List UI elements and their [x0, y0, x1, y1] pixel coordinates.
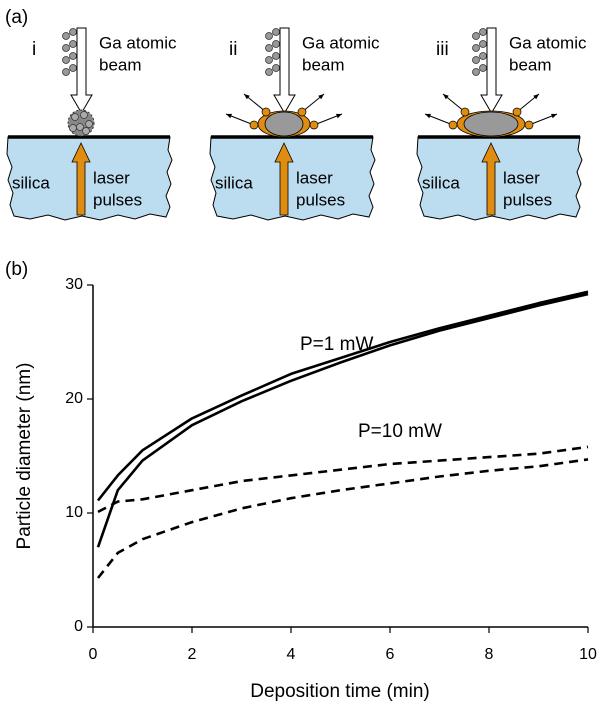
ga-atom: [472, 32, 480, 40]
arrowhead: [443, 94, 449, 100]
ga-atom: [62, 68, 70, 76]
annotation: P=10 mW: [358, 421, 442, 442]
cluster-atom: [80, 111, 88, 119]
laser-arrow: [481, 142, 501, 216]
cluster-atom: [82, 127, 90, 135]
beam-label: beam: [99, 55, 142, 74]
ga-atom: [69, 40, 77, 48]
ga-atom: [472, 44, 480, 52]
x-tick-label: 6: [386, 646, 395, 663]
laser-label: pulses: [93, 190, 142, 209]
beam-label: Ga atomic: [509, 33, 587, 52]
laser-arrow: [71, 142, 91, 216]
x-axis-label: Deposition time (min): [250, 681, 430, 702]
silica-substrate: [6, 136, 173, 221]
ga-atom: [479, 52, 487, 60]
ga-atom: [265, 32, 273, 40]
ga-atom: [265, 56, 273, 64]
beam-arrow: [480, 27, 503, 114]
laser-label: laser: [93, 168, 130, 187]
annotation: P=1 mW: [300, 334, 373, 355]
panel-label: (b): [5, 259, 28, 280]
ejected-atom: [309, 120, 319, 130]
x-tick-label: 4: [287, 646, 296, 663]
beam-label: Ga atomic: [99, 33, 177, 52]
ga-atom: [69, 28, 77, 36]
data-line: [96, 458, 589, 579]
ga-atom: [62, 56, 70, 64]
y-axis-label: Particle diameter (nm): [14, 363, 35, 550]
beam-arrow: [273, 27, 296, 114]
panel-numeral: i: [32, 39, 36, 60]
ga-atom: [472, 68, 480, 76]
cluster-atom: [76, 123, 84, 131]
y-tick-label: 20: [65, 390, 83, 407]
cluster-atom: [69, 124, 77, 132]
ejected-atom: [448, 120, 458, 130]
ejected-atom: [460, 107, 470, 117]
ejected-atom: [297, 107, 307, 117]
ga-atom: [272, 52, 280, 60]
x-tick-label: 10: [579, 646, 597, 663]
ga-atom: [272, 64, 280, 72]
silica-substrate: [209, 136, 376, 221]
laser-label: pulses: [503, 190, 552, 209]
ga-atom: [265, 44, 273, 52]
arrowhead: [244, 94, 250, 100]
ga-atom: [479, 64, 487, 72]
laser-label: laser: [503, 168, 540, 187]
y-tick-label: 10: [65, 504, 83, 521]
panel-numeral: iii: [436, 39, 449, 60]
silica-substrate: [416, 136, 583, 221]
ejected-atom: [512, 107, 522, 117]
cluster-atom: [71, 113, 79, 121]
panel-label: (a): [5, 7, 28, 28]
substrate-label: silica: [422, 173, 460, 192]
x-tick-label: 2: [188, 646, 197, 663]
x-tick-label: 0: [89, 646, 98, 663]
schematic-panel: iii Ga atomic beam silica laser pulses: [416, 27, 587, 221]
particle: [463, 111, 519, 137]
particle: [264, 111, 304, 137]
ejected-atom: [249, 120, 259, 130]
schematic-panel: i Ga atomic beam silica laser pulses: [6, 27, 177, 221]
ga-atom: [69, 64, 77, 72]
ga-atom: [472, 56, 480, 64]
data-line: [96, 290, 589, 502]
arrowhead: [318, 94, 324, 100]
laser-label: laser: [296, 168, 333, 187]
ga-atom: [272, 40, 280, 48]
ga-atom: [265, 68, 273, 76]
arrowhead: [226, 113, 232, 119]
schematic-panel: ii Ga atomic beam silica laser pulses: [209, 27, 380, 221]
ga-atom: [62, 44, 70, 52]
ga-atom: [62, 32, 70, 40]
substrate-label: silica: [215, 173, 253, 192]
substrate-label: silica: [12, 173, 50, 192]
ga-atom: [69, 52, 77, 60]
data-line: [96, 292, 589, 548]
arrowhead: [425, 113, 431, 119]
ejected-atom: [261, 107, 271, 117]
ga-atom: [479, 28, 487, 36]
y-tick-label: 0: [74, 618, 83, 635]
panel-numeral: ii: [229, 39, 237, 60]
ejected-atom: [524, 120, 534, 130]
laser-arrow: [274, 142, 294, 216]
x-tick-label: 8: [485, 646, 494, 663]
beam-label: Ga atomic: [302, 33, 380, 52]
arrowhead: [336, 113, 342, 119]
ga-atom: [272, 28, 280, 36]
ga-atom: [479, 40, 487, 48]
arrowhead: [551, 113, 557, 119]
data-line: [97, 445, 589, 514]
cluster-atom: [85, 120, 93, 128]
beam-arrow: [70, 27, 93, 114]
laser-label: pulses: [296, 190, 345, 209]
beam-label: beam: [509, 55, 552, 74]
y-tick-label: 30: [65, 276, 83, 293]
beam-label: beam: [302, 55, 345, 74]
arrowhead: [533, 94, 539, 100]
